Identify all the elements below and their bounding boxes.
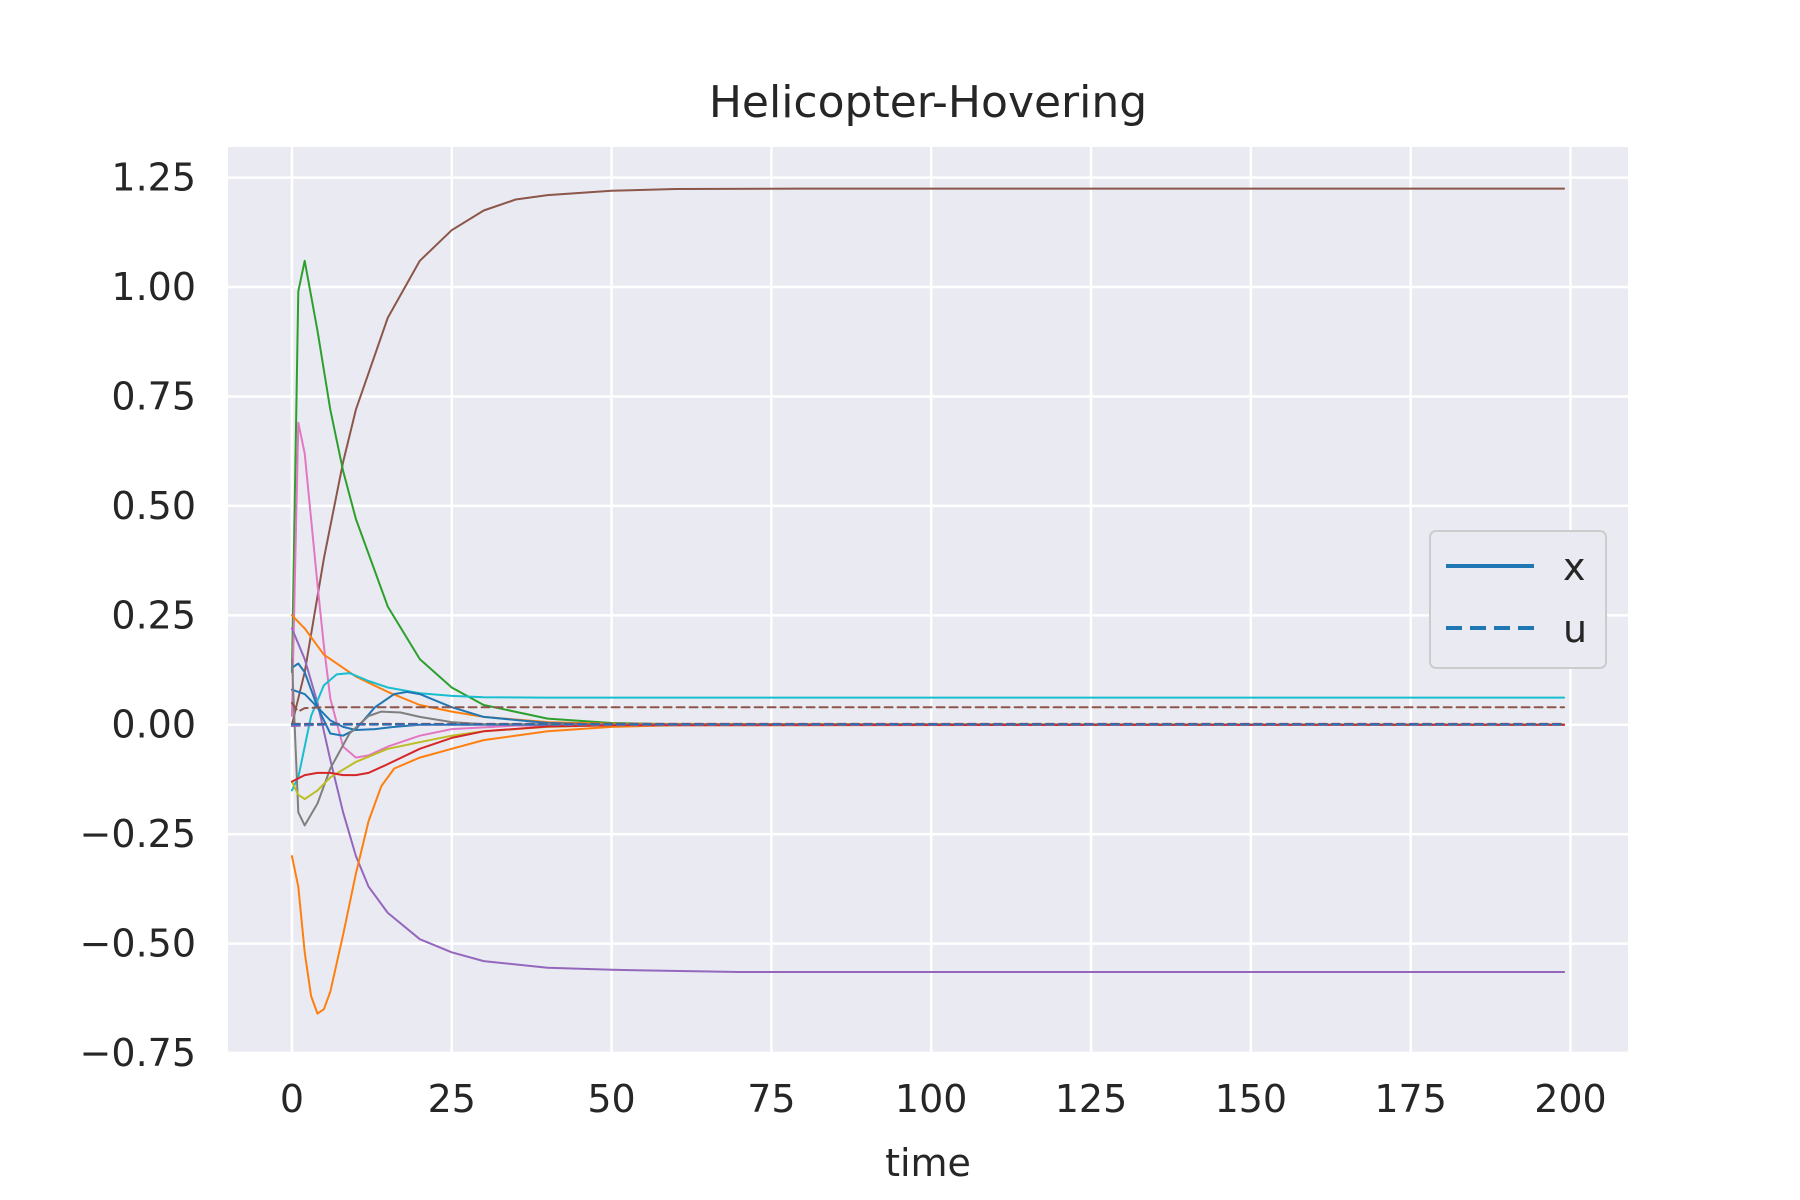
y-tick-label: 0.50 [111, 484, 196, 528]
y-tick-label: 0.75 [111, 374, 196, 418]
legend-label-u: u [1563, 607, 1587, 651]
x-tick-label: 100 [895, 1077, 968, 1121]
x-tick-label: 175 [1374, 1077, 1447, 1121]
x-axis-label: time [885, 1141, 971, 1185]
series-line-x-6 [290, 672, 1566, 792]
series-line-x-0 [290, 187, 1566, 726]
series-line-x-9 [290, 658, 1566, 827]
y-tick-label: 1.25 [111, 156, 196, 200]
y-tick-label: −0.25 [80, 812, 196, 856]
series-line-x-1 [290, 259, 1566, 726]
chart-title: Helicopter-Hovering [709, 77, 1147, 128]
series-line-x-4 [290, 723, 1566, 1015]
legend: x u [1429, 530, 1607, 669]
x-tick-labels: 0 25 50 75 100 125 150 175 200 [280, 1077, 1607, 1121]
legend-label-x: x [1563, 545, 1586, 589]
y-tick-label: −0.75 [80, 1031, 196, 1075]
series-line-x-7 [290, 662, 1566, 737]
series-line-u-12 [290, 701, 1566, 713]
y-tick-label: 1.00 [111, 265, 196, 309]
y-tick-label: 0.25 [111, 593, 196, 637]
x-tick-label: 125 [1055, 1077, 1128, 1121]
series-line-x-3 [290, 627, 1566, 973]
y-tick-labels: 1.25 1.00 0.75 0.50 0.25 0.00 −0.25 −0.50 −0.75 [80, 156, 196, 1075]
series-line-x-11 [290, 723, 1566, 783]
x-tick-label: 25 [428, 1077, 476, 1121]
x-tick-label: 50 [587, 1077, 635, 1121]
x-tick-label: 0 [280, 1077, 304, 1121]
plot-area [228, 147, 1628, 1053]
series-line-x-8 [290, 688, 1566, 731]
y-tick-label: 0.00 [111, 703, 196, 747]
series-line-x-2 [290, 421, 1566, 759]
x-tick-label: 200 [1534, 1077, 1607, 1121]
x-tick-label: 150 [1215, 1077, 1288, 1121]
y-tick-label: −0.50 [80, 922, 196, 966]
x-tick-label: 75 [747, 1077, 795, 1121]
series-layer [290, 187, 1566, 1015]
